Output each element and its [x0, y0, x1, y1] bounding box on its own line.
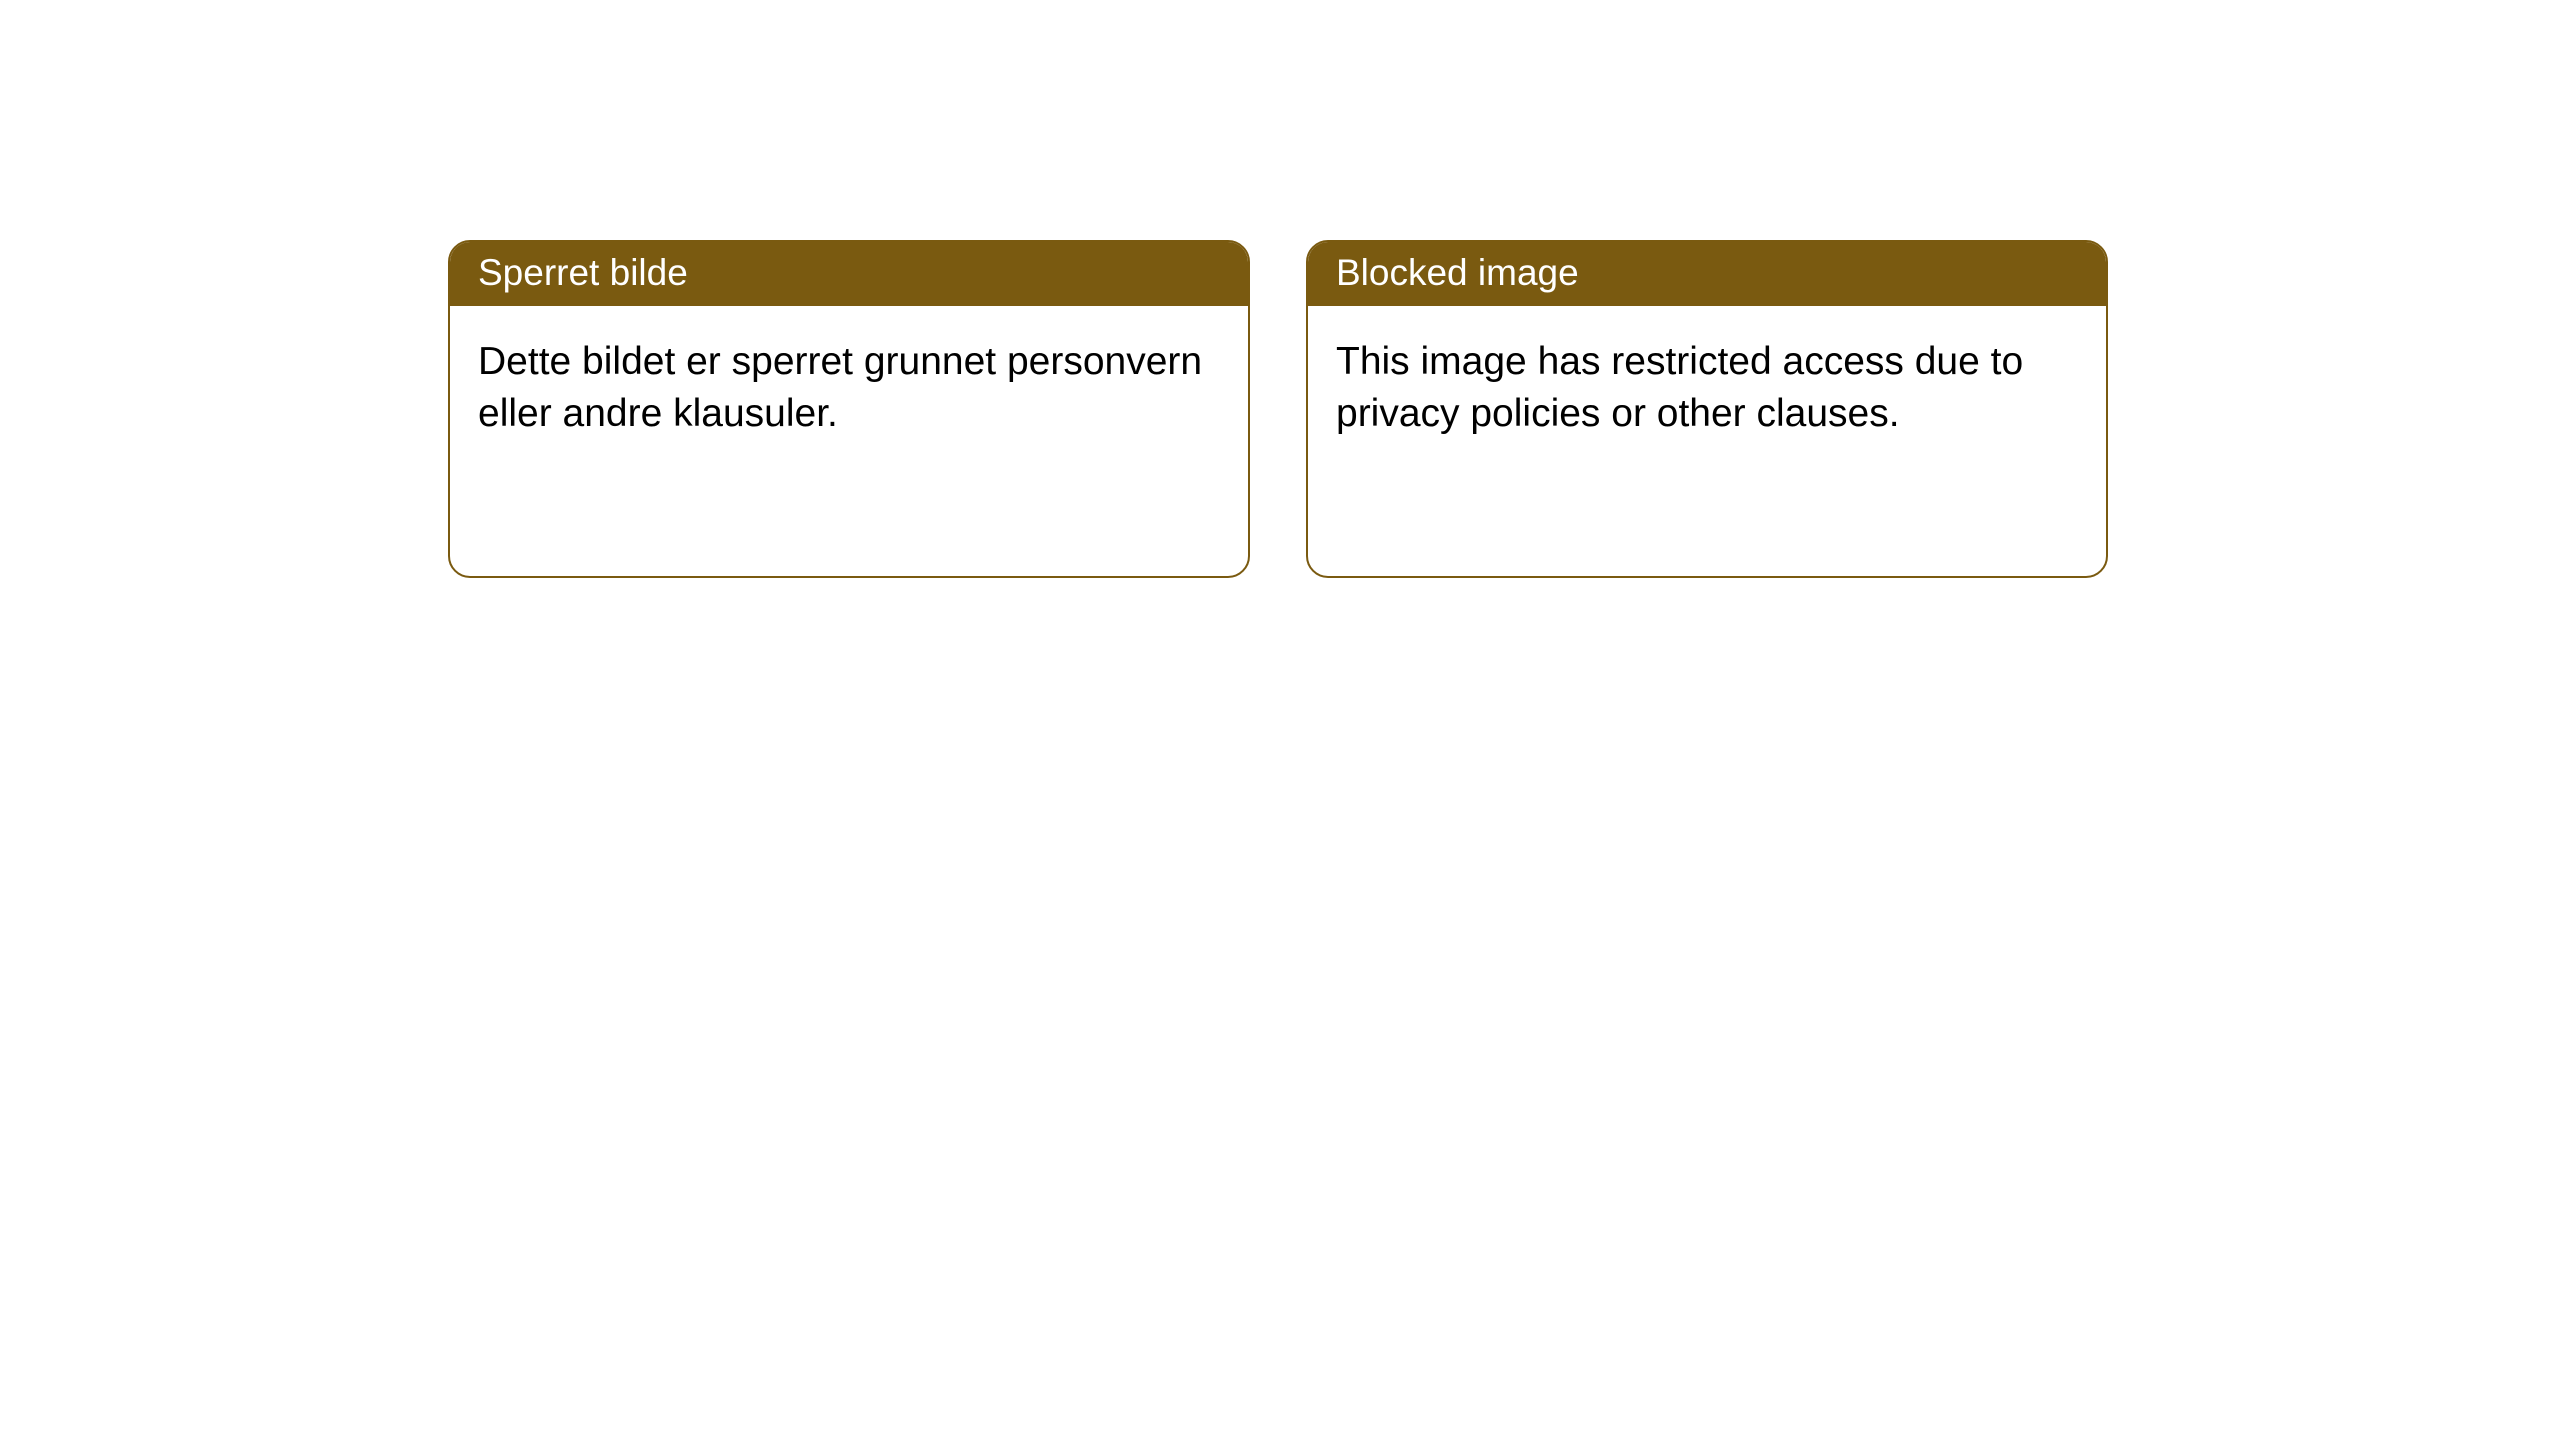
notice-card-body: This image has restricted access due to …: [1308, 306, 2106, 470]
notice-card-body: Dette bildet er sperret grunnet personve…: [450, 306, 1248, 470]
notice-card-no: Sperret bilde Dette bildet er sperret gr…: [448, 240, 1250, 578]
notice-card-en: Blocked image This image has restricted …: [1306, 240, 2108, 578]
notice-card-title: Blocked image: [1308, 242, 2106, 306]
notice-card-title: Sperret bilde: [450, 242, 1248, 306]
notice-container: Sperret bilde Dette bildet er sperret gr…: [0, 0, 2560, 578]
